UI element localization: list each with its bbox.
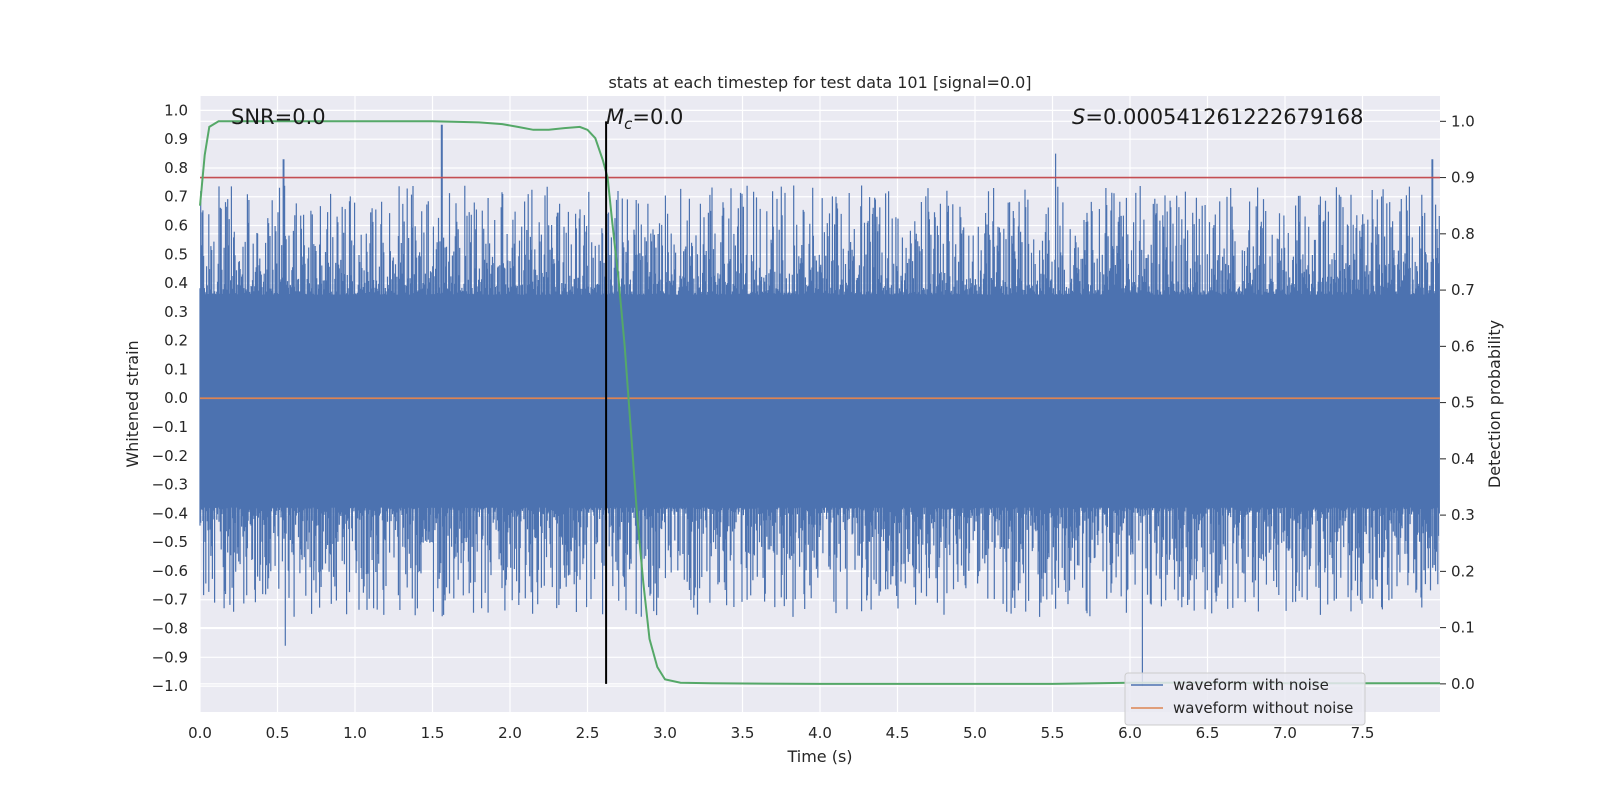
y-tick-label: −0.4 [152, 504, 188, 522]
y2-tick-label: 0.4 [1451, 450, 1475, 468]
y-tick-label: −1.0 [152, 677, 188, 695]
y-tick-label: 0.8 [164, 159, 188, 177]
y-tick-label: 0.2 [164, 332, 188, 350]
y-axis-label: Whitened strain [123, 340, 142, 467]
y-tick-label: 0.3 [164, 303, 188, 321]
x-tick-label: 1.5 [421, 724, 445, 742]
annotation-chirp-mass: Mc=0.0 [606, 105, 683, 133]
y2-tick-label: 0.2 [1451, 562, 1475, 580]
y-tick-label: 0.6 [164, 217, 188, 235]
y2-tick-label: 0.1 [1451, 619, 1475, 637]
y-tick-label: 1.0 [164, 101, 188, 119]
noise-waveform-path [199, 124, 1440, 687]
x-tick-label: 3.0 [653, 724, 677, 742]
x-tick-label: 5.5 [1041, 724, 1065, 742]
annotation-snr: SNR=0.0 [231, 105, 326, 129]
tick-labels: 0.0 0.5 1.0 1.5 2.0 2.5 3.0 3.5 4.0 4.5 5.0 5.5 6.0 6… [152, 101, 1475, 742]
y-tick-label: 0.4 [164, 274, 188, 292]
x-tick-label: 6.0 [1118, 724, 1142, 742]
y2-tick-label: 0.6 [1451, 337, 1475, 355]
y-tick-label: −0.3 [152, 476, 188, 494]
x-tick-label: 5.0 [963, 724, 987, 742]
annotation-mc-subscript: c [624, 115, 633, 133]
series-waveform-with-noise [199, 124, 1440, 687]
y2-tick-label: 0.7 [1451, 281, 1475, 299]
annotation-score: S=0.000541261222679168 [1072, 105, 1363, 129]
y-tick-label: 0.1 [164, 360, 188, 378]
legend-label-waveform-without-noise: waveform without noise [1173, 699, 1353, 717]
y2-axis-label: Detection probability [1485, 320, 1504, 488]
y-tick-label: 0.5 [164, 245, 188, 263]
x-tick-label: 7.0 [1273, 724, 1297, 742]
annotation-mc-value: =0.0 [632, 105, 683, 129]
y2-tick-label: 0.5 [1451, 394, 1475, 412]
legend-box [1124, 672, 1366, 726]
x-tick-label: 6.5 [1196, 724, 1220, 742]
annotation-mc-symbol: M [606, 105, 624, 129]
x-tick-label: 7.5 [1351, 724, 1375, 742]
x-tick-label: 0.0 [188, 724, 212, 742]
x-tick-label: 3.5 [731, 724, 755, 742]
legend-label-waveform-with-noise: waveform with noise [1173, 676, 1329, 694]
y2-tick-label: 0.3 [1451, 506, 1475, 524]
detection-probability-line [199, 120, 1440, 685]
y-tick-label: −0.8 [152, 620, 188, 638]
annotation-s-value: =0.000541261222679168 [1085, 105, 1363, 129]
y2-tick-label: 0.8 [1451, 225, 1475, 243]
x-tick-label: 4.5 [886, 724, 910, 742]
overlay-series [199, 120, 1440, 685]
x-tick-label: 2.0 [498, 724, 522, 742]
x-tick-label: 2.5 [576, 724, 600, 742]
y-tick-label: 0.7 [164, 188, 188, 206]
y2-tick-label: 0.0 [1451, 675, 1475, 693]
x-tick-label: 1.0 [343, 724, 367, 742]
y-tick-label: −0.6 [152, 562, 188, 580]
y-tick-label: −0.1 [152, 418, 188, 436]
y-tick-label: −0.7 [152, 591, 188, 609]
x-axis-label: Time (s) [786, 747, 852, 766]
x-tick-label: 4.0 [808, 724, 832, 742]
annotation-s-symbol: S [1072, 105, 1085, 129]
y-tick-label: 0.9 [164, 130, 188, 148]
y2-tick-label: 1.0 [1451, 112, 1475, 130]
y-tick-label: −0.9 [152, 648, 188, 666]
y2-tick-label: 0.9 [1451, 169, 1475, 187]
y-tick-label: −0.2 [152, 447, 188, 465]
chart-title: stats at each timestep for test data 101… [608, 73, 1031, 92]
legend: waveform with noise waveform without noi… [1124, 672, 1366, 726]
y-tick-label: −0.5 [152, 533, 188, 551]
y-tick-label: 0.0 [164, 389, 188, 407]
x-tick-label: 0.5 [266, 724, 290, 742]
